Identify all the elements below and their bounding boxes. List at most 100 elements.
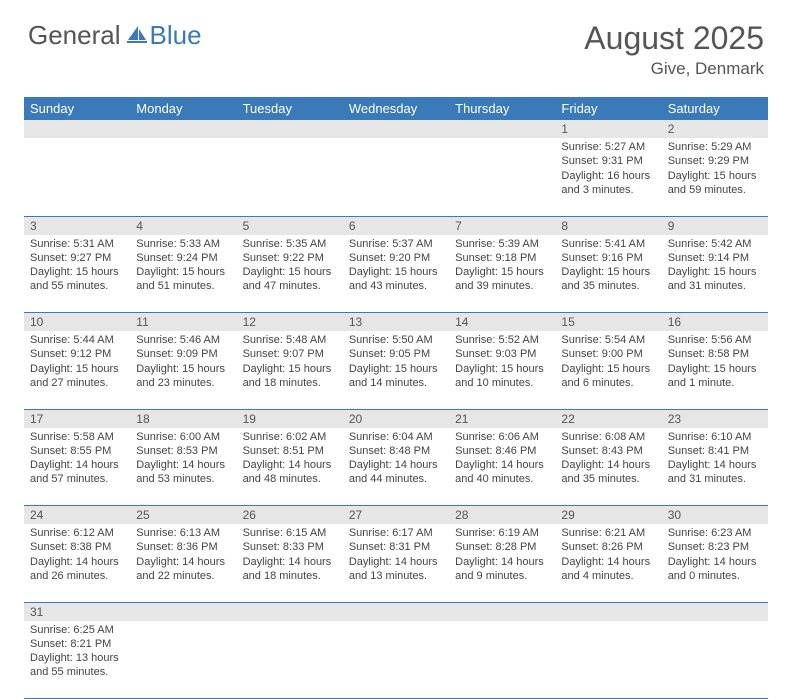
day-number: 30 <box>662 506 768 525</box>
day-cell: Sunrise: 5:35 AMSunset: 9:22 PMDaylight:… <box>237 235 343 313</box>
day-cell: Sunrise: 5:46 AMSunset: 9:09 PMDaylight:… <box>130 331 236 409</box>
sunset-line: Sunset: 9:20 PM <box>349 251 443 265</box>
day-cell: Sunrise: 5:29 AMSunset: 9:29 PMDaylight:… <box>662 138 768 216</box>
sunrise-line: Sunrise: 5:52 AM <box>455 333 549 347</box>
day-cell <box>237 621 343 699</box>
day-header: Thursday <box>449 97 555 120</box>
sunrise-line: Sunrise: 6:06 AM <box>455 430 549 444</box>
sunset-line: Sunset: 8:43 PM <box>561 444 655 458</box>
day-cell <box>343 138 449 216</box>
content-row: Sunrise: 6:12 AMSunset: 8:38 PMDaylight:… <box>24 524 768 602</box>
day-number: 10 <box>24 313 130 332</box>
day-number: 20 <box>343 409 449 428</box>
day-cell <box>237 138 343 216</box>
day-cell: Sunrise: 6:23 AMSunset: 8:23 PMDaylight:… <box>662 524 768 602</box>
day-cell: Sunrise: 5:33 AMSunset: 9:24 PMDaylight:… <box>130 235 236 313</box>
day-cell: Sunrise: 6:19 AMSunset: 8:28 PMDaylight:… <box>449 524 555 602</box>
day-cell: Sunrise: 5:54 AMSunset: 9:00 PMDaylight:… <box>555 331 661 409</box>
daylight-line: Daylight: 14 hours and 22 minutes. <box>136 555 230 584</box>
day-cell: Sunrise: 5:27 AMSunset: 9:31 PMDaylight:… <box>555 138 661 216</box>
daylight-line: Daylight: 14 hours and 53 minutes. <box>136 458 230 487</box>
day-number: 27 <box>343 506 449 525</box>
sunset-line: Sunset: 8:55 PM <box>30 444 124 458</box>
daylight-line: Daylight: 15 hours and 27 minutes. <box>30 362 124 391</box>
sunset-line: Sunset: 9:16 PM <box>561 251 655 265</box>
day-number: 23 <box>662 409 768 428</box>
calendar-table: SundayMondayTuesdayWednesdayThursdayFrid… <box>24 97 768 699</box>
day-number <box>555 602 661 621</box>
day-number: 8 <box>555 216 661 235</box>
sunrise-line: Sunrise: 5:54 AM <box>561 333 655 347</box>
sunrise-line: Sunrise: 5:41 AM <box>561 237 655 251</box>
day-cell <box>130 621 236 699</box>
day-cell: Sunrise: 6:10 AMSunset: 8:41 PMDaylight:… <box>662 428 768 506</box>
sunrise-line: Sunrise: 6:13 AM <box>136 526 230 540</box>
day-cell: Sunrise: 6:17 AMSunset: 8:31 PMDaylight:… <box>343 524 449 602</box>
sunrise-line: Sunrise: 5:42 AM <box>668 237 762 251</box>
sunset-line: Sunset: 8:58 PM <box>668 347 762 361</box>
sunset-line: Sunset: 9:22 PM <box>243 251 337 265</box>
sunset-line: Sunset: 8:26 PM <box>561 540 655 554</box>
day-number: 6 <box>343 216 449 235</box>
day-number: 15 <box>555 313 661 332</box>
day-cell: Sunrise: 6:12 AMSunset: 8:38 PMDaylight:… <box>24 524 130 602</box>
sunset-line: Sunset: 8:51 PM <box>243 444 337 458</box>
sunset-line: Sunset: 9:29 PM <box>668 154 762 168</box>
day-cell <box>449 621 555 699</box>
daylight-line: Daylight: 15 hours and 23 minutes. <box>136 362 230 391</box>
sunset-line: Sunset: 8:23 PM <box>668 540 762 554</box>
sunset-line: Sunset: 9:24 PM <box>136 251 230 265</box>
daynum-row: 31 <box>24 602 768 621</box>
day-cell <box>24 138 130 216</box>
location-label: Give, Denmark <box>584 59 764 79</box>
sunrise-line: Sunrise: 6:04 AM <box>349 430 443 444</box>
day-number: 7 <box>449 216 555 235</box>
daylight-line: Daylight: 14 hours and 40 minutes. <box>455 458 549 487</box>
daylight-line: Daylight: 15 hours and 39 minutes. <box>455 265 549 294</box>
day-number: 14 <box>449 313 555 332</box>
daynum-row: 17181920212223 <box>24 409 768 428</box>
day-cell: Sunrise: 5:50 AMSunset: 9:05 PMDaylight:… <box>343 331 449 409</box>
day-cell <box>449 138 555 216</box>
day-number: 16 <box>662 313 768 332</box>
day-header: Monday <box>130 97 236 120</box>
day-cell: Sunrise: 6:08 AMSunset: 8:43 PMDaylight:… <box>555 428 661 506</box>
sunrise-line: Sunrise: 5:33 AM <box>136 237 230 251</box>
daylight-line: Daylight: 15 hours and 51 minutes. <box>136 265 230 294</box>
day-number: 28 <box>449 506 555 525</box>
page-title: August 2025 <box>584 20 764 57</box>
daylight-line: Daylight: 14 hours and 57 minutes. <box>30 458 124 487</box>
day-cell: Sunrise: 5:39 AMSunset: 9:18 PMDaylight:… <box>449 235 555 313</box>
day-number: 12 <box>237 313 343 332</box>
daylight-line: Daylight: 15 hours and 18 minutes. <box>243 362 337 391</box>
day-number: 1 <box>555 120 661 138</box>
daylight-line: Daylight: 14 hours and 26 minutes. <box>30 555 124 584</box>
day-cell <box>130 138 236 216</box>
sunset-line: Sunset: 8:31 PM <box>349 540 443 554</box>
sunset-line: Sunset: 8:33 PM <box>243 540 337 554</box>
daylight-line: Daylight: 14 hours and 0 minutes. <box>668 555 762 584</box>
sunset-line: Sunset: 9:18 PM <box>455 251 549 265</box>
day-number: 26 <box>237 506 343 525</box>
day-number: 29 <box>555 506 661 525</box>
sunset-line: Sunset: 9:09 PM <box>136 347 230 361</box>
day-cell: Sunrise: 5:52 AMSunset: 9:03 PMDaylight:… <box>449 331 555 409</box>
day-number <box>237 602 343 621</box>
sunset-line: Sunset: 9:12 PM <box>30 347 124 361</box>
sunrise-line: Sunrise: 5:27 AM <box>561 140 655 154</box>
day-cell <box>555 621 661 699</box>
sunrise-line: Sunrise: 6:00 AM <box>136 430 230 444</box>
day-number: 21 <box>449 409 555 428</box>
logo-text-1: General <box>28 20 121 51</box>
daylight-line: Daylight: 13 hours and 55 minutes. <box>30 651 124 680</box>
day-cell: Sunrise: 5:44 AMSunset: 9:12 PMDaylight:… <box>24 331 130 409</box>
day-number: 2 <box>662 120 768 138</box>
sunrise-line: Sunrise: 6:25 AM <box>30 623 124 637</box>
day-number: 22 <box>555 409 661 428</box>
sunrise-line: Sunrise: 5:39 AM <box>455 237 549 251</box>
daylight-line: Daylight: 15 hours and 35 minutes. <box>561 265 655 294</box>
daylight-line: Daylight: 15 hours and 14 minutes. <box>349 362 443 391</box>
day-number: 31 <box>24 602 130 621</box>
sunset-line: Sunset: 8:21 PM <box>30 637 124 651</box>
page-header: General Blue August 2025 Give, Denmark <box>0 0 792 87</box>
